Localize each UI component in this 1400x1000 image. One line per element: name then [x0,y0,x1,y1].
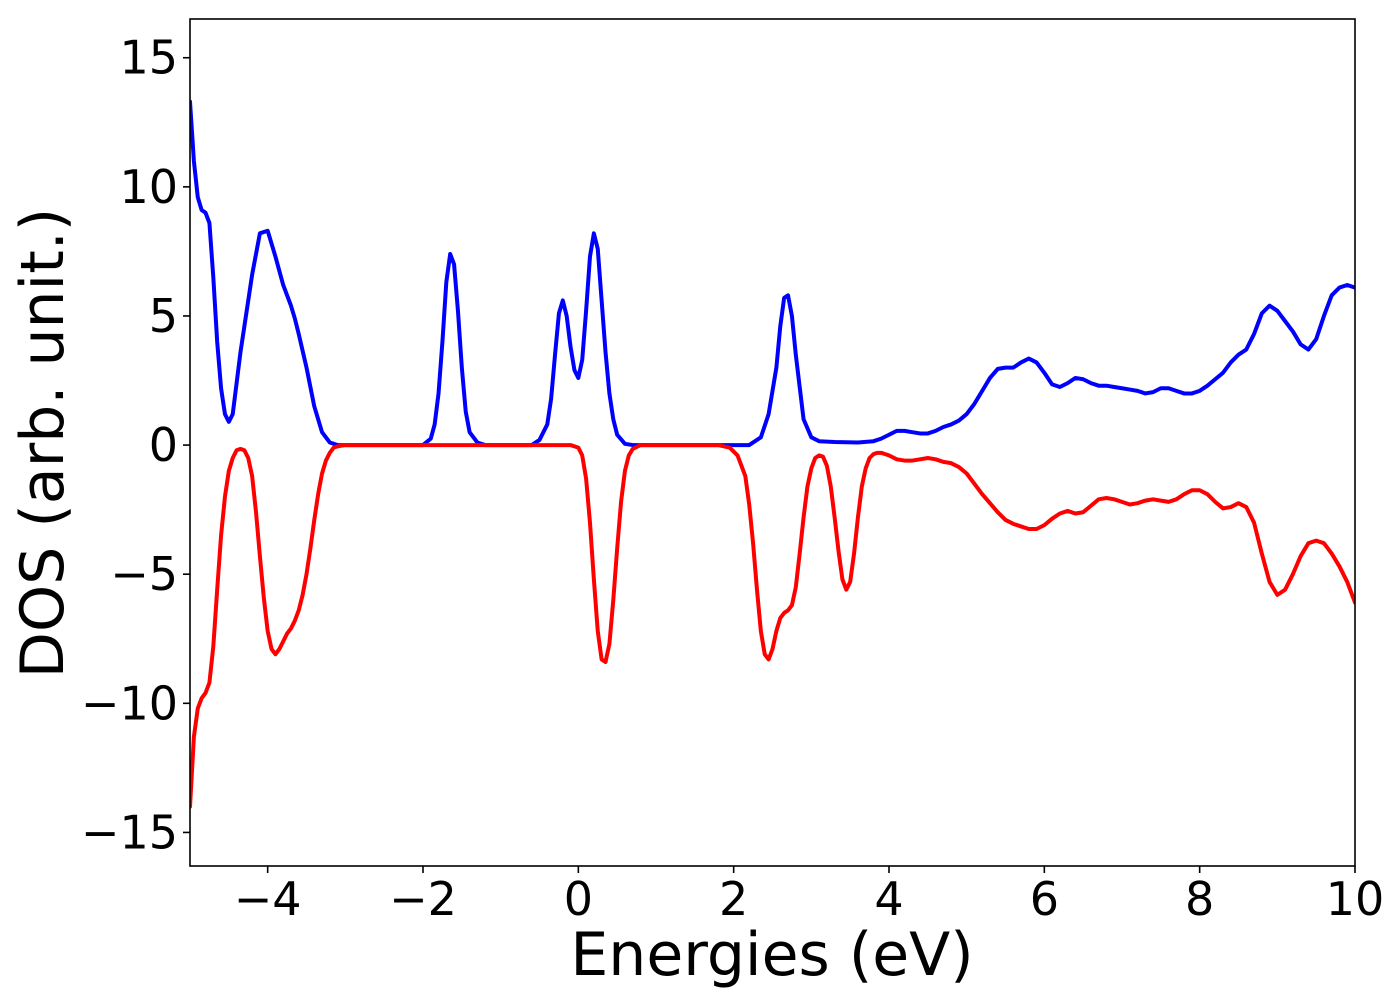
series-line-1 [190,443,1355,809]
y-tick-label: −10 [81,676,178,730]
y-axis-title: DOS (arb. unit.) [8,208,78,678]
x-tick-label: 2 [719,872,748,926]
x-tick-label: 4 [874,872,903,926]
x-axis: −4 −2 0 2 4 6 8 10 [234,866,1385,926]
y-tick-label: 5 [149,289,178,343]
x-tick-label: 0 [564,872,593,926]
y-tick-label: 15 [119,31,178,85]
series-layer [190,99,1355,809]
x-tick-label: 8 [1185,872,1214,926]
y-tick-label: −5 [110,547,178,601]
series-line-0 [190,99,1355,448]
plot-frame [189,18,1356,867]
y-tick-label: −15 [81,805,178,859]
x-axis-title: Energies (eV) [570,920,973,990]
y-tick-label: 10 [119,160,178,214]
y-tick-label: 0 [149,418,178,472]
x-tick-label: −4 [234,872,302,926]
x-tick-label: −2 [389,872,457,926]
x-tick-label: 10 [1326,872,1385,926]
y-axis: −15 −10 −5 0 5 10 15 [81,31,190,859]
x-tick-label: 6 [1030,872,1059,926]
